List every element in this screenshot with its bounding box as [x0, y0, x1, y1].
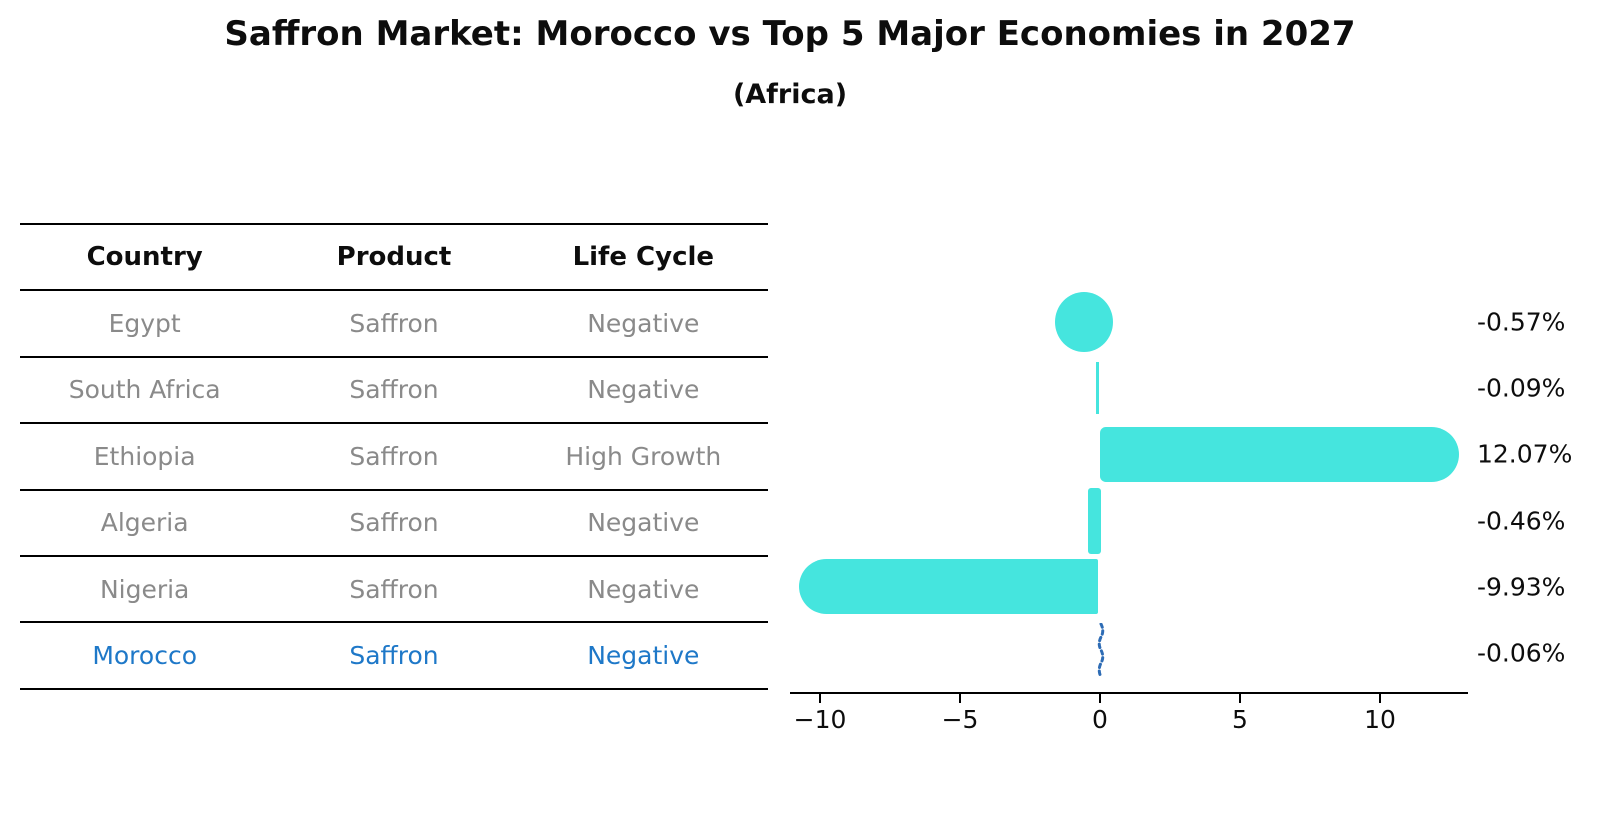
value-label: 12.07%: [1477, 439, 1573, 469]
bar-south-africa: [1096, 362, 1099, 415]
table-row: Egypt Saffron Negative: [20, 291, 768, 358]
product-cell: Saffron: [349, 309, 439, 339]
bar-morocco: [1096, 622, 1106, 679]
table-row: Morocco Saffron Negative: [20, 623, 768, 690]
life-cycle-cell: High Growth: [565, 441, 722, 471]
bar-egypt: [1055, 292, 1114, 352]
value-label: -0.46%: [1477, 506, 1566, 536]
x-tick: [819, 694, 821, 703]
x-tick-label: 0: [1092, 705, 1108, 734]
x-tick: [1379, 694, 1381, 703]
bar-ethiopia: [1100, 426, 1459, 482]
product-cell: Saffron: [349, 375, 439, 405]
country-cell: South Africa: [68, 375, 221, 405]
table-row: Algeria Saffron Negative: [20, 491, 768, 557]
bar-nigeria: [798, 559, 1098, 615]
life-cycle-cell: Negative: [587, 574, 700, 604]
x-tick-label: −10: [793, 705, 847, 734]
header-product: Product: [336, 242, 452, 273]
country-cell: Egypt: [108, 309, 181, 339]
country-cell: Morocco: [92, 641, 197, 671]
table-row: Ethiopia Saffron High Growth: [20, 424, 768, 491]
table-row: South Africa Saffron Negative: [20, 358, 768, 425]
header-country: Country: [86, 242, 203, 273]
country-table: Country Product Life Cycle Egypt Saffron N…: [20, 223, 768, 690]
x-tick: [959, 694, 961, 703]
x-tick-label: 10: [1364, 705, 1396, 734]
chart-subtitle: (Africa): [732, 79, 848, 110]
product-cell: Saffron: [349, 508, 439, 538]
chart-title: Saffron Market: Morocco vs Top 5 Major E…: [224, 14, 1356, 54]
product-cell: Saffron: [349, 441, 439, 471]
bar-algeria: [1088, 487, 1101, 554]
x-tick: [1099, 694, 1101, 703]
x-tick-label: −5: [941, 705, 979, 734]
value-label: -0.57%: [1477, 307, 1566, 337]
life-cycle-cell: Negative: [587, 641, 700, 671]
value-label: -0.06%: [1477, 638, 1566, 668]
x-tick-label: 5: [1232, 705, 1248, 734]
country-cell: Nigeria: [99, 574, 190, 604]
table-body: Egypt Saffron Negative South Africa Saffron N…: [20, 291, 768, 690]
x-tick: [1239, 694, 1241, 703]
life-cycle-cell: Negative: [587, 375, 700, 405]
value-label: -9.93%: [1477, 572, 1566, 602]
country-cell: Algeria: [100, 508, 189, 538]
country-cell: Ethiopia: [93, 441, 196, 471]
life-cycle-cell: Negative: [587, 309, 700, 339]
life-cycle-cell: Negative: [587, 508, 700, 538]
product-cell: Saffron: [349, 574, 439, 604]
table-header-row: Country Product Life Cycle: [20, 225, 768, 292]
x-axis-line: [790, 692, 1468, 694]
header-life-cycle: Life Cycle: [572, 242, 715, 273]
product-cell: Saffron: [349, 641, 439, 671]
table-row: Nigeria Saffron Negative: [20, 557, 768, 624]
value-label: -0.09%: [1477, 373, 1566, 403]
